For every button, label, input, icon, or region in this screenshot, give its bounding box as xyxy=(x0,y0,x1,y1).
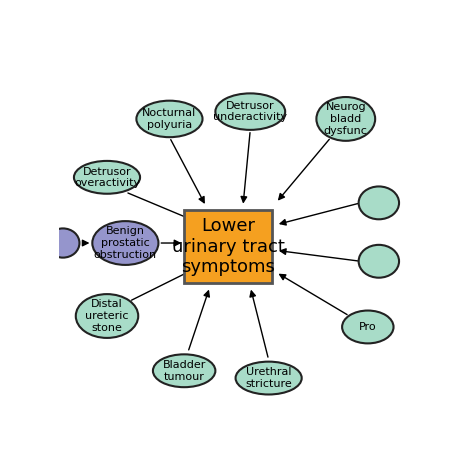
Text: Nocturnal
polyuria: Nocturnal polyuria xyxy=(142,108,197,130)
Ellipse shape xyxy=(46,228,80,258)
Text: Bladder
tumour: Bladder tumour xyxy=(163,360,206,382)
FancyBboxPatch shape xyxy=(184,210,272,283)
Ellipse shape xyxy=(153,355,215,387)
Text: Distal
ureteric
stone: Distal ureteric stone xyxy=(85,300,129,333)
Text: Benign
prostatic
obstruction: Benign prostatic obstruction xyxy=(94,227,157,260)
Text: Detrusor
underactivity: Detrusor underactivity xyxy=(213,101,287,122)
Ellipse shape xyxy=(316,97,375,141)
Ellipse shape xyxy=(92,221,158,265)
Ellipse shape xyxy=(359,186,399,219)
Ellipse shape xyxy=(137,100,202,137)
Ellipse shape xyxy=(359,245,399,278)
Text: Detrusor
overactivity: Detrusor overactivity xyxy=(74,166,140,188)
Text: Pro: Pro xyxy=(359,322,377,332)
Text: Lower
urinary tract
symptoms: Lower urinary tract symptoms xyxy=(172,217,285,276)
Ellipse shape xyxy=(74,161,140,194)
Ellipse shape xyxy=(236,362,301,394)
Ellipse shape xyxy=(76,294,138,338)
Text: Neurog
bladd
dysfunc: Neurog bladd dysfunc xyxy=(324,102,368,136)
Ellipse shape xyxy=(215,93,285,130)
Ellipse shape xyxy=(342,310,393,343)
Text: Urethral
stricture: Urethral stricture xyxy=(245,367,292,389)
